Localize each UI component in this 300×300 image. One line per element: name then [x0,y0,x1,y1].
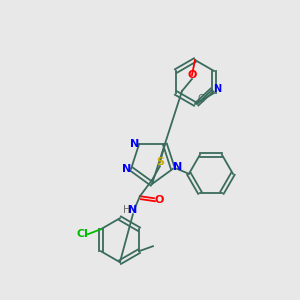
Text: H: H [123,205,130,215]
Text: N: N [213,84,221,94]
Text: N: N [122,164,132,174]
Text: N: N [130,139,140,149]
Text: S: S [156,157,164,167]
Text: O: O [154,195,164,205]
Text: Cl: Cl [77,229,89,239]
Text: C: C [198,94,204,104]
Text: N: N [173,162,182,172]
Text: N: N [128,205,138,215]
Text: O: O [187,70,197,80]
